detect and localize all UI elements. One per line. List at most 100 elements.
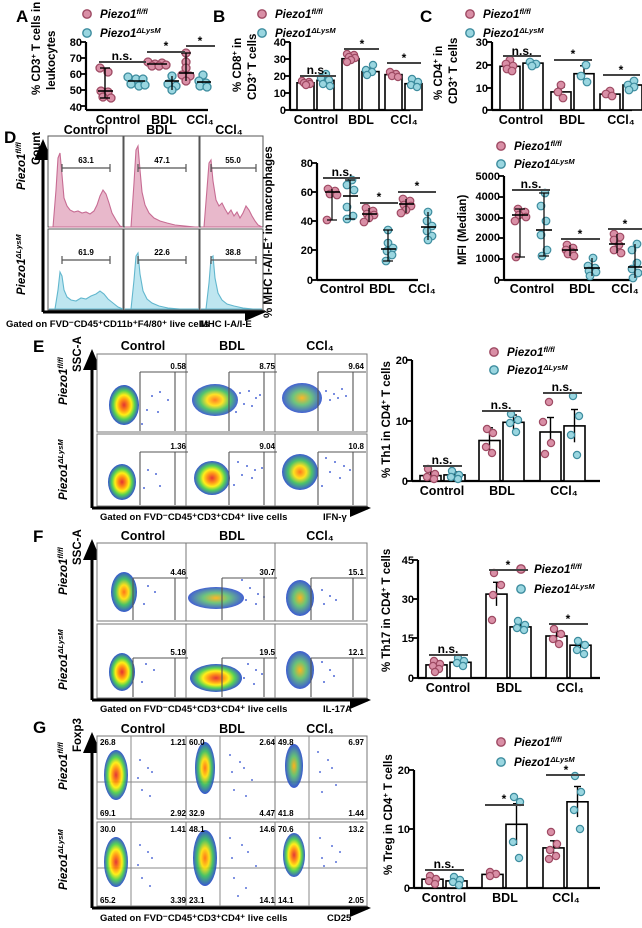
svg-text:10: 10 (476, 83, 488, 95)
panel-d-s1-yticks: 80 60 40 20 0 (301, 158, 313, 287)
panel-b-sig-ccl4: * (402, 51, 407, 65)
panel-f-col-bdl: BDL (219, 529, 245, 543)
panel-f-gate-bdl-fl: 30.7 (259, 568, 275, 577)
panel-a-sig-bdl: * (164, 39, 169, 53)
panel-e-letter: E (33, 337, 44, 356)
panel-f-sig-bdl: * (506, 558, 511, 572)
panel-b-letter: B (213, 7, 225, 26)
legend-label-fl: Piezo1fl/fl (100, 7, 149, 21)
panel-b-sig-bdl: * (360, 37, 365, 51)
panel-g-xgroup-ccl4: CCl₄ (552, 891, 580, 905)
svg-text:30.0: 30.0 (100, 825, 116, 834)
legend-label-fl-g: Piezo1fl/fl (514, 735, 563, 749)
svg-text:1.21: 1.21 (170, 738, 186, 747)
panel-f-sig-ccl4: * (566, 612, 571, 626)
panel-b-xgroup-control: Control (294, 113, 338, 127)
svg-text:10: 10 (398, 824, 410, 836)
panel-d-hist-ctrl-ko (49, 270, 124, 310)
panel-f-bar-yticks: 45 30 15 0 (402, 555, 414, 685)
svg-text:15: 15 (402, 633, 414, 645)
panel-d-col-ccl4: CCl₄ (215, 123, 243, 137)
panel-g-xgroup-bdl: BDL (492, 891, 518, 905)
panel-g-xaxis-label: CD25 (327, 913, 352, 924)
panel-c-xgroup-ccl4: CCl₄ (607, 113, 635, 127)
svg-text:70.6: 70.6 (278, 825, 294, 834)
panel-e-sig-bdl: n.s. (491, 398, 512, 412)
panel-d-col-bdl: BDL (146, 123, 172, 137)
panel-e-col-ccl4: CCl₄ (306, 339, 334, 353)
panel-b-points-fl (297, 49, 403, 90)
panel-d-hist-ccl4-ko (201, 254, 262, 310)
panel-e-points-ko (446, 391, 584, 484)
svg-text:60: 60 (70, 69, 82, 81)
svg-text:20: 20 (274, 71, 286, 83)
svg-text:60.0: 60.0 (189, 738, 205, 747)
svg-text:40: 40 (301, 216, 313, 228)
svg-text:50: 50 (70, 85, 82, 97)
panel-d-gate-ctrl-fl: 63.1 (78, 156, 94, 165)
panel-c-letter: C (420, 7, 432, 26)
svg-text:80: 80 (301, 158, 313, 170)
legend-label-ko-d: Piezo1ΔLysM (514, 157, 575, 171)
panel-g-xgroup-control: Control (422, 891, 466, 905)
panel-f-bars (425, 593, 592, 679)
panel-e-col-control: Control (121, 339, 165, 353)
legend-label-ko: Piezo1ΔLysM (100, 26, 161, 40)
panel-a-ylabel-2: leukocytes (46, 31, 58, 90)
panel-a-sig-control: n.s. (112, 49, 133, 63)
panel-c-sig-ccl4: * (619, 63, 624, 77)
panel-e-xgroup-ccl4: CCl₄ (550, 484, 578, 498)
svg-text:0: 0 (402, 476, 408, 488)
panel-a-sig-ccl4: * (198, 34, 203, 48)
panel-f-gate-ccl4-ko: 12.1 (348, 648, 364, 657)
panel-c-yticks: 30 20 10 0 (476, 37, 488, 117)
panel-d-s2-xgroup-bdl: BDL (569, 282, 595, 296)
panel-d-s2-sig-ccl4: * (623, 217, 628, 231)
panel-g-col-control: Control (121, 722, 165, 736)
svg-text:13.2: 13.2 (348, 825, 364, 834)
panel-d-hist-bdl-ko (125, 251, 199, 310)
panel-c-ylabel-2: CD3+ T cells (446, 38, 460, 104)
svg-text:20: 20 (476, 60, 488, 72)
panel-f-density-row1 (111, 572, 337, 616)
svg-text:1000: 1000 (476, 253, 500, 265)
svg-text:10: 10 (274, 88, 286, 100)
panel-d-gate-ctrl-ko: 61.9 (78, 248, 94, 257)
svg-text:60: 60 (301, 187, 313, 199)
panel-e-gate-ccl4-fl: 9.64 (348, 362, 364, 371)
panel-d-s2-sig-control: n.s. (521, 177, 542, 191)
legend-marker-fl-d (496, 141, 506, 151)
legend-label-ko-g: Piezo1ΔLysM (514, 755, 575, 769)
legend-marker-fl (82, 9, 92, 19)
panel-e-gate-bdl-ko: 9.04 (259, 442, 275, 451)
legend-marker-fl-g (496, 737, 506, 747)
panel-f-xgroup-control: Control (426, 681, 470, 695)
panel-f-gate-ctrl-fl: 4.46 (170, 568, 186, 577)
panel-a-letter: A (16, 7, 28, 26)
svg-text:1.44: 1.44 (348, 809, 364, 818)
panel-c: C Piezo1fl/fl Piezo1ΔLysM % CD4+ in CD3+… (420, 7, 642, 127)
panel-a-xgroup-bdl: BDL (151, 113, 177, 127)
legend-marker-ko-e (489, 365, 499, 375)
svg-text:4000: 4000 (476, 191, 500, 203)
panel-g-bar-ylabel: % Treg in CD4+ T cells (381, 754, 395, 875)
panel-a-xgroup-ccl4: CCl₄ (186, 113, 214, 127)
svg-text:40: 40 (70, 102, 82, 114)
svg-text:30: 30 (402, 594, 414, 606)
panel-e-gate-ctrl-ko: 1.36 (170, 442, 186, 451)
panel-d-s2-xgroup-ccl4: CCl₄ (611, 282, 639, 296)
panel-c-xgroup-control: Control (499, 113, 543, 127)
svg-text:3.39: 3.39 (170, 896, 186, 905)
panel-d-s2-sig-bdl: * (578, 227, 583, 241)
svg-text:2.92: 2.92 (170, 809, 186, 818)
panel-g-sig-control: n.s. (434, 857, 455, 871)
panel-e-col-bdl: BDL (219, 339, 245, 353)
svg-text:30: 30 (274, 54, 286, 66)
panel-c-sig-bdl: * (571, 47, 576, 61)
panel-d-letter: D (4, 128, 16, 147)
panel-g-density-row2 (104, 830, 341, 897)
panel-a: A Piezo1fl/fl Piezo1ΔLysM % CD3+ T cells… (16, 2, 215, 127)
svg-text:14.1: 14.1 (278, 896, 294, 905)
